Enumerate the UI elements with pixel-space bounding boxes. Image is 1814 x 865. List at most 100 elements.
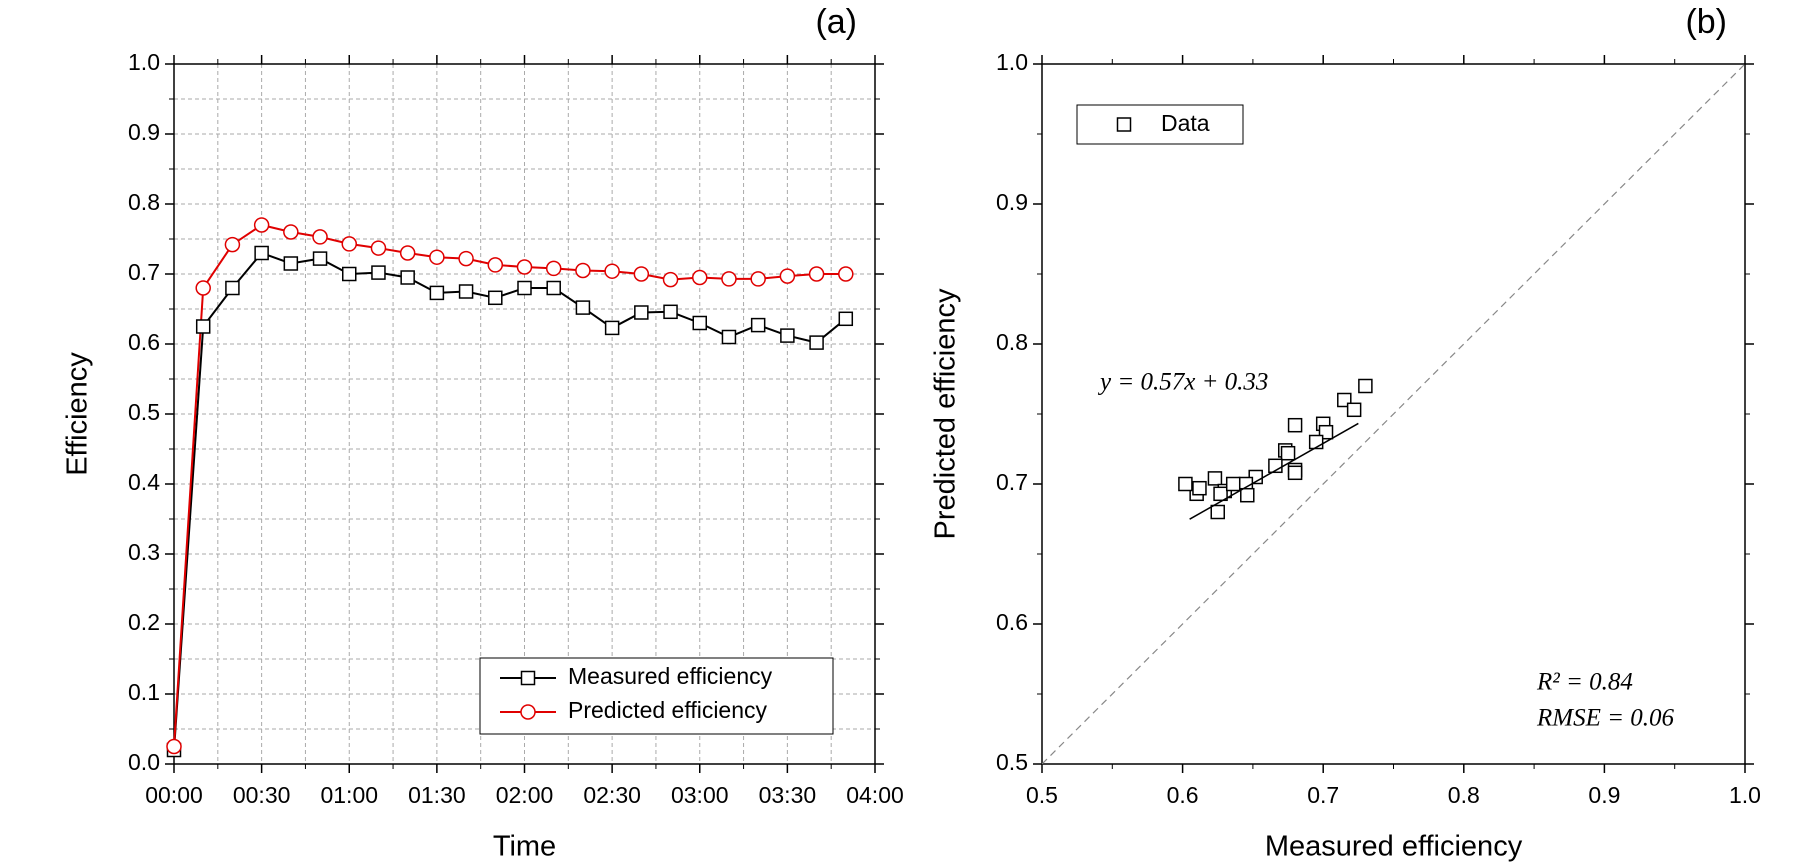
- marker: [166, 738, 182, 755]
- x-tick-label: 01:00: [320, 782, 378, 808]
- marker: [283, 224, 299, 240]
- marker: [634, 305, 649, 320]
- legend-marker: [520, 670, 536, 686]
- marker: [458, 250, 474, 267]
- x-axis-title: Measured efficiency: [1265, 831, 1523, 863]
- marker: [1225, 476, 1241, 492]
- legend-box: [1076, 104, 1244, 145]
- y-tick-label: 0.2: [128, 609, 160, 635]
- x-tick-label: 0.9: [1588, 782, 1620, 808]
- y-tick-label: 1.0: [996, 49, 1028, 75]
- marker: [604, 263, 620, 279]
- y-tick-label: 0.6: [996, 609, 1028, 635]
- marker: [195, 280, 211, 296]
- x-tick-label: 04:00: [846, 782, 904, 808]
- marker: [1178, 476, 1193, 492]
- marker: [312, 229, 328, 245]
- legend-label: Measured efficiency: [568, 663, 773, 689]
- marker: [1280, 445, 1296, 461]
- x-tick-label: 03:30: [759, 782, 817, 808]
- marker: [254, 245, 269, 261]
- marker: [517, 280, 532, 296]
- marker: [1240, 487, 1255, 503]
- marker: [400, 270, 415, 285]
- fit-line: [1189, 422, 1359, 520]
- marker: [342, 266, 357, 282]
- annotation: R² = 0.84: [1536, 669, 1633, 696]
- legend-marker: [1116, 117, 1132, 132]
- marker: [195, 319, 211, 334]
- x-tick-label: 0.8: [1448, 782, 1480, 808]
- marker: [1346, 402, 1362, 418]
- x-tick-label: 0.7: [1307, 782, 1339, 808]
- marker: [838, 311, 854, 327]
- marker: [604, 320, 620, 336]
- y-tick-label: 0.5: [996, 749, 1028, 775]
- marker: [809, 335, 824, 350]
- y-tick-label: 0.5: [128, 399, 160, 425]
- y-tick-label: 0.3: [128, 539, 160, 565]
- x-tick-label: 0.5: [1026, 782, 1058, 808]
- y-tick-label: 0.0: [128, 749, 160, 775]
- y-tick-label: 1.0: [128, 49, 160, 75]
- marker: [575, 300, 591, 315]
- panel-label: (b): [1685, 3, 1727, 41]
- marker: [546, 280, 561, 296]
- marker: [224, 236, 241, 253]
- marker: [487, 257, 504, 273]
- y-tick-label: 0.7: [996, 469, 1028, 495]
- legend-label: Data: [1161, 110, 1210, 136]
- x-tick-label: 00:00: [145, 782, 203, 808]
- marker: [721, 329, 737, 345]
- marker: [253, 217, 270, 233]
- marker: [1287, 417, 1303, 433]
- marker: [750, 317, 766, 333]
- x-tick-label: 1.0: [1729, 782, 1761, 808]
- marker: [545, 260, 562, 277]
- marker: [371, 265, 386, 280]
- y-tick-label: 0.9: [996, 189, 1028, 215]
- marker: [399, 245, 416, 261]
- annotation: RMSE = 0.06: [1536, 705, 1674, 732]
- y-tick-label: 0.7: [128, 259, 160, 285]
- y-tick-label: 0.9: [128, 119, 160, 145]
- marker: [780, 328, 795, 343]
- marker: [692, 315, 707, 331]
- plot-frame: [173, 63, 876, 765]
- panel-label: (a): [815, 3, 857, 41]
- marker: [1192, 480, 1207, 496]
- marker: [721, 271, 737, 287]
- y-tick-label: 0.6: [128, 329, 160, 355]
- plot-frame: [1041, 63, 1746, 765]
- x-tick-label: 01:30: [408, 782, 466, 808]
- marker: [1207, 471, 1223, 486]
- x-tick-label: 00:30: [233, 782, 291, 808]
- marker: [1358, 378, 1373, 394]
- marker: [429, 249, 445, 265]
- fit-label: y = 0.57x + 0.33: [1097, 369, 1268, 396]
- x-tick-label: 0.6: [1167, 782, 1199, 808]
- marker: [1213, 486, 1228, 502]
- marker: [575, 262, 591, 279]
- x-tick-label: 02:00: [496, 782, 554, 808]
- marker: [429, 285, 445, 301]
- legend-label: Predicted efficiency: [568, 697, 768, 723]
- marker: [458, 284, 474, 299]
- marker: [663, 304, 678, 320]
- marker: [341, 236, 357, 252]
- y-tick-label: 0.8: [996, 329, 1028, 355]
- marker: [808, 266, 825, 282]
- marker: [633, 266, 650, 282]
- marker: [516, 259, 533, 275]
- marker: [370, 240, 387, 256]
- y-tick-label: 0.8: [128, 189, 160, 215]
- y-tick-label: 0.1: [128, 679, 160, 705]
- x-axis-title: Time: [493, 831, 556, 863]
- marker: [662, 271, 679, 288]
- y-axis-title: Efficiency: [62, 352, 94, 476]
- x-tick-label: 02:30: [583, 782, 641, 808]
- marker: [779, 268, 796, 284]
- y-tick-label: 0.4: [128, 469, 160, 495]
- legend-marker: [520, 704, 536, 720]
